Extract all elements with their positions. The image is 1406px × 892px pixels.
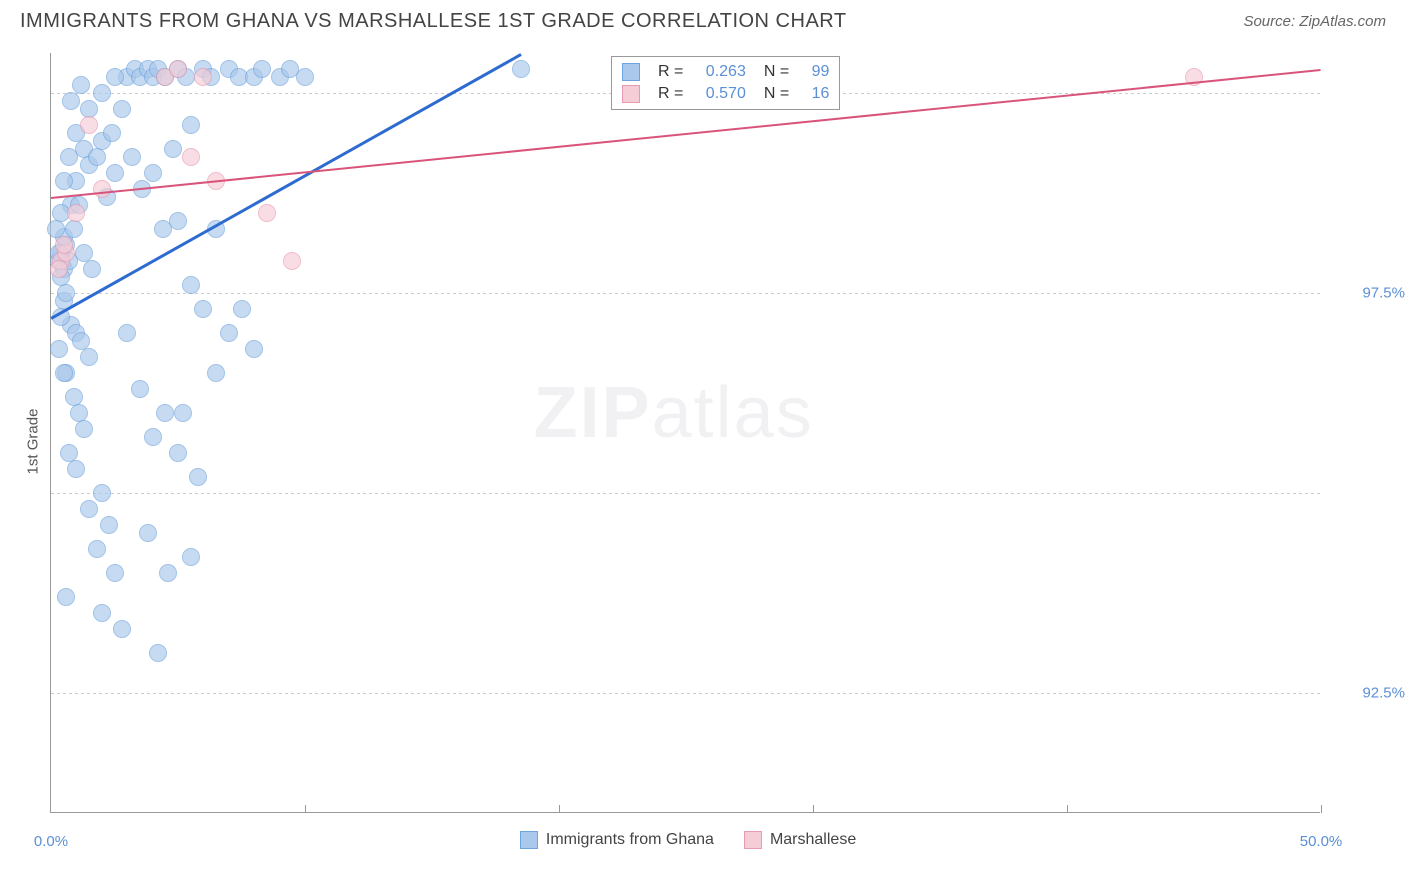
scatter-point	[164, 140, 182, 158]
scatter-point	[182, 548, 200, 566]
plot-area: ZIPatlas92.5%97.5%0.0%50.0%R = 0.263N = …	[50, 53, 1320, 813]
n-label: N =	[764, 63, 794, 81]
scatter-point	[88, 540, 106, 558]
scatter-point	[245, 340, 263, 358]
legend-swatch	[744, 831, 762, 849]
scatter-point	[60, 148, 78, 166]
scatter-point	[159, 564, 177, 582]
scatter-point	[93, 484, 111, 502]
x-axis-tick-label: 0.0%	[34, 833, 68, 850]
scatter-point	[62, 92, 80, 110]
scatter-point	[93, 604, 111, 622]
scatter-point	[65, 220, 83, 238]
scatter-point	[80, 500, 98, 518]
scatter-point	[100, 516, 118, 534]
scatter-point	[72, 76, 90, 94]
scatter-point	[118, 324, 136, 342]
scatter-point	[55, 364, 73, 382]
scatter-point	[233, 300, 251, 318]
n-value: 16	[812, 85, 830, 103]
series-swatch	[622, 85, 640, 103]
x-axis-tick	[813, 805, 814, 813]
legend-label: Immigrants from Ghana	[546, 831, 714, 849]
y-axis-label: 1st Grade	[24, 409, 41, 475]
scatter-point	[182, 116, 200, 134]
y-axis-tick-label: 92.5%	[1362, 685, 1405, 702]
scatter-point	[93, 84, 111, 102]
scatter-point	[57, 284, 75, 302]
scatter-point	[57, 588, 75, 606]
scatter-point	[189, 468, 207, 486]
scatter-point	[55, 236, 73, 254]
r-value: 0.570	[706, 85, 746, 103]
n-value: 99	[812, 63, 830, 81]
scatter-point	[149, 644, 167, 662]
scatter-point	[182, 148, 200, 166]
scatter-point	[258, 204, 276, 222]
r-value: 0.263	[706, 63, 746, 81]
gridline-horizontal	[51, 493, 1321, 494]
scatter-point	[75, 420, 93, 438]
scatter-point	[512, 60, 530, 78]
stats-row: R = 0.570 N = 16	[622, 83, 829, 105]
scatter-point	[80, 116, 98, 134]
scatter-point	[283, 252, 301, 270]
correlation-chart: ZIPatlas92.5%97.5%0.0%50.0%R = 0.263N = …	[50, 53, 1406, 892]
scatter-point	[80, 348, 98, 366]
legend-item: Marshallese	[744, 831, 856, 849]
scatter-point	[194, 300, 212, 318]
scatter-point	[113, 100, 131, 118]
legend-label: Marshallese	[770, 831, 856, 849]
x-axis-tick	[1067, 805, 1068, 813]
gridline-horizontal	[51, 293, 1321, 294]
scatter-point	[194, 68, 212, 86]
scatter-point	[103, 124, 121, 142]
scatter-point	[50, 260, 68, 278]
x-axis-tick	[305, 805, 306, 813]
scatter-point	[220, 324, 238, 342]
x-axis-tick	[1321, 805, 1322, 813]
scatter-point	[83, 260, 101, 278]
scatter-point	[182, 276, 200, 294]
x-axis-tick-label: 50.0%	[1300, 833, 1343, 850]
scatter-point	[131, 380, 149, 398]
source-attribution: Source: ZipAtlas.com	[1243, 13, 1386, 30]
scatter-point	[113, 620, 131, 638]
correlation-stats-box: R = 0.263 N = 99 R = 0.570 N = 16	[611, 56, 840, 110]
scatter-point	[67, 204, 85, 222]
legend-item: Immigrants from Ghana	[520, 831, 714, 849]
scatter-point	[296, 68, 314, 86]
scatter-point	[139, 524, 157, 542]
legend-swatch	[520, 831, 538, 849]
series-swatch	[622, 63, 640, 81]
n-label: N =	[764, 85, 794, 103]
y-axis-tick-label: 97.5%	[1362, 285, 1405, 302]
scatter-point	[174, 404, 192, 422]
scatter-point	[106, 164, 124, 182]
chart-legend: Immigrants from Ghana Marshallese	[520, 831, 856, 849]
watermark: ZIPatlas	[534, 372, 814, 454]
scatter-point	[253, 60, 271, 78]
scatter-point	[55, 172, 73, 190]
x-axis-tick	[559, 805, 560, 813]
chart-title: IMMIGRANTS FROM GHANA VS MARSHALLESE 1ST…	[20, 10, 847, 33]
scatter-point	[207, 364, 225, 382]
scatter-point	[88, 148, 106, 166]
scatter-point	[156, 404, 174, 422]
scatter-point	[106, 564, 124, 582]
stats-row: R = 0.263 N = 99	[622, 61, 829, 83]
gridline-horizontal	[51, 693, 1321, 694]
scatter-point	[169, 60, 187, 78]
scatter-point	[123, 148, 141, 166]
r-label: R =	[658, 85, 688, 103]
scatter-point	[169, 444, 187, 462]
scatter-point	[154, 220, 172, 238]
scatter-point	[50, 340, 68, 358]
scatter-point	[67, 460, 85, 478]
r-label: R =	[658, 63, 688, 81]
scatter-point	[144, 428, 162, 446]
scatter-point	[144, 164, 162, 182]
scatter-point	[93, 180, 111, 198]
scatter-point	[106, 68, 124, 86]
